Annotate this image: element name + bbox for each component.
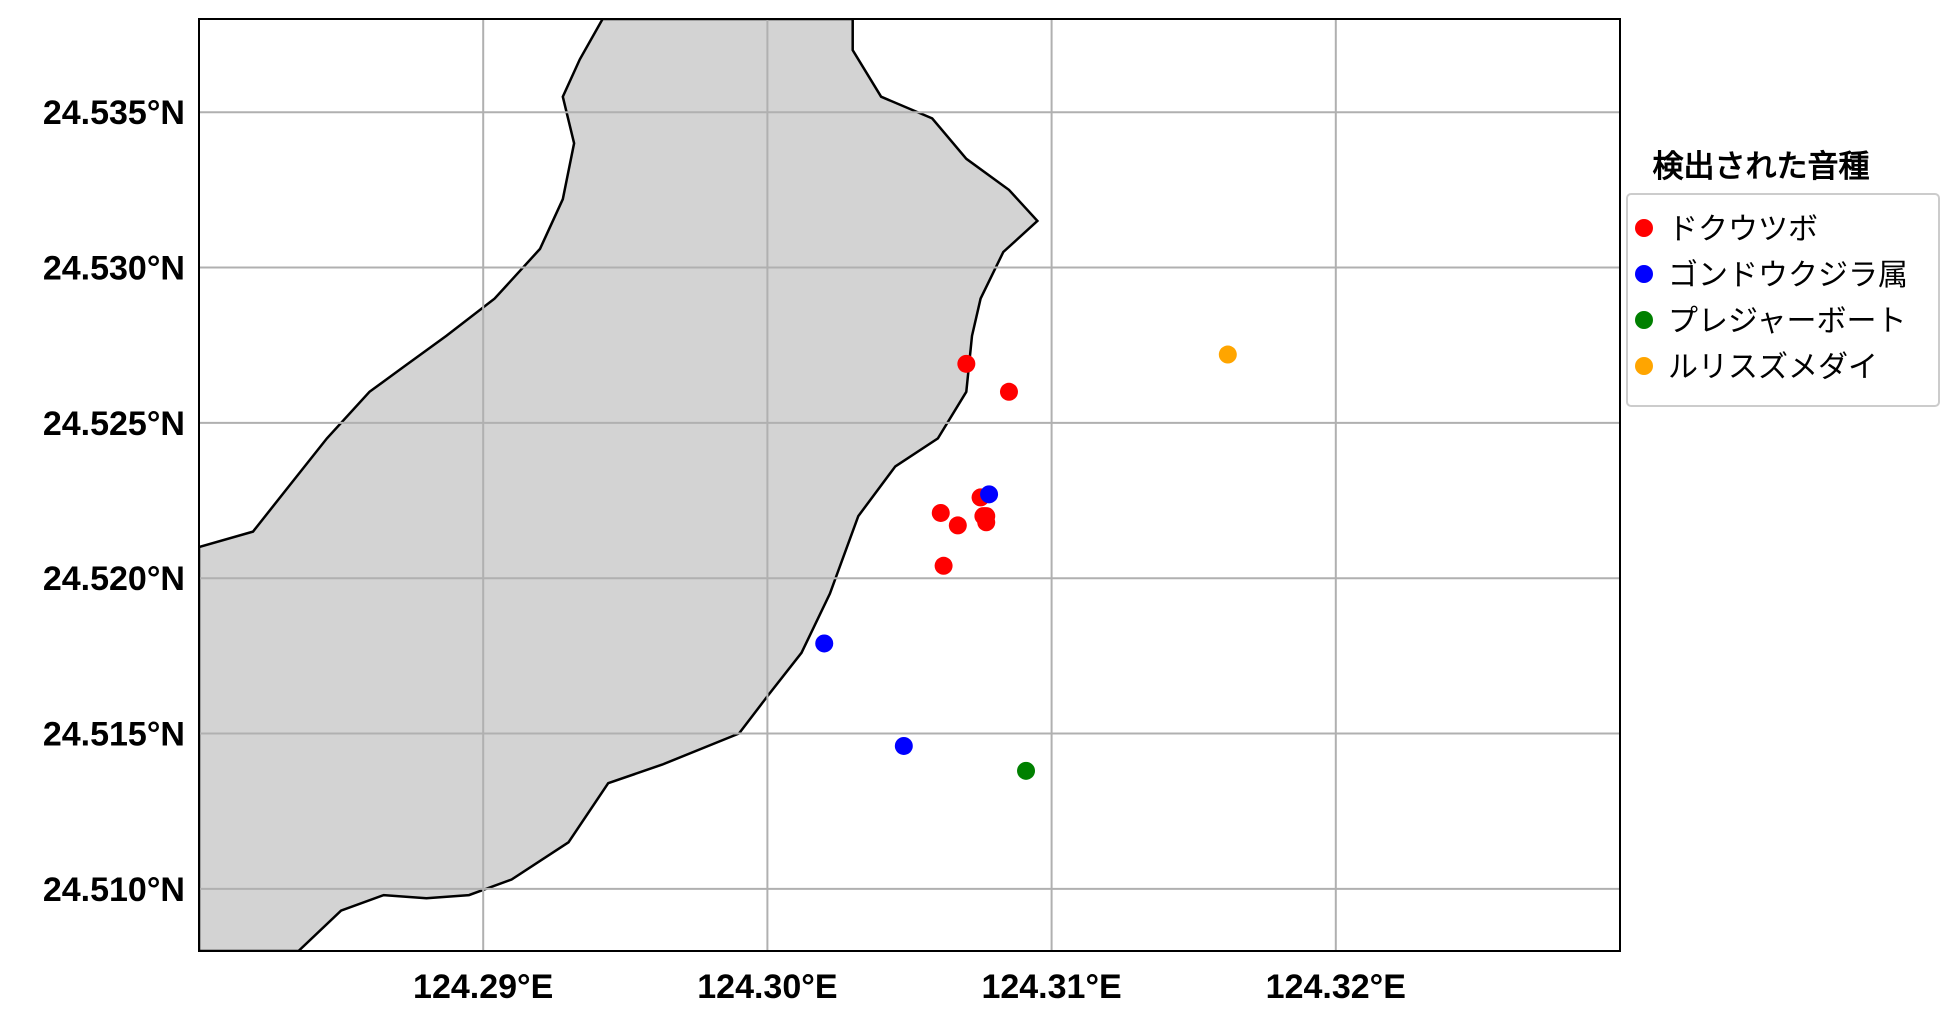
legend-marker [1635,311,1653,329]
legend-box [1626,193,1940,407]
legend-label: ドクウツボ [1668,212,1818,247]
detection-point [948,516,967,535]
detection-point [1218,345,1237,364]
detection-point [977,507,996,526]
x-tick-label: 124.31°E [981,968,1121,1006]
legend-label: プレジャーボート [1668,304,1907,339]
y-tick-label: 24.520°N [43,560,185,598]
y-tick-label: 24.525°N [43,405,185,443]
legend-title: 検出された音種 [1653,149,1870,185]
plot-frame [198,18,1621,952]
detection-point [894,736,913,755]
y-tick-label: 24.515°N [43,716,185,754]
y-tick-labels: 24.510°N 24.515°N 24.520°N 24.525°N 24.530°N… [43,94,185,909]
x-tick-label: 124.30°E [697,968,837,1006]
legend-marker [1635,357,1653,375]
detection-point [815,634,834,653]
x-tick-labels: 124.29°E 124.30°E 124.31°E 124.32°E [413,968,1406,1006]
y-tick-label: 24.510°N [43,871,185,909]
detection-point [1017,761,1036,780]
legend-marker [1635,219,1653,237]
detection-points [815,345,1237,780]
y-tick-label: 24.530°N [43,250,185,288]
detection-point [999,382,1018,401]
land-mass [199,19,1040,951]
gridlines [199,19,1620,951]
y-tick-label: 24.535°N [43,94,185,132]
x-tick-label: 124.32°E [1266,968,1406,1006]
legend-label: ルリスズメダイ [1668,350,1878,385]
x-tick-label: 124.29°E [413,968,553,1006]
detection-point [957,354,976,373]
legend-label: ゴンドウクジラ属 [1668,258,1908,293]
detection-point [931,503,950,522]
legend-marker [1635,265,1653,283]
detection-point [934,556,953,575]
detection-point [980,485,999,504]
